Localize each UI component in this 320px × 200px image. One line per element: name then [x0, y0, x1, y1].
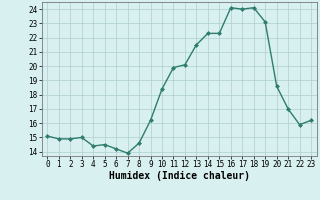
X-axis label: Humidex (Indice chaleur): Humidex (Indice chaleur) [109, 171, 250, 181]
